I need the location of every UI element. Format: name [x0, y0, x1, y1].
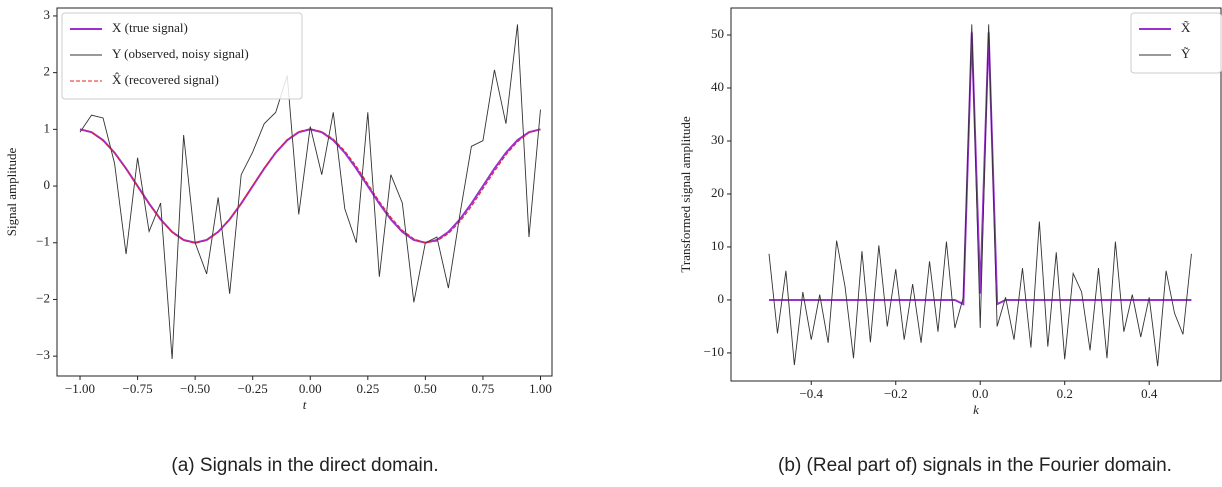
y-tick-label: 0: [44, 177, 51, 192]
legend-label: Ỹ: [1181, 46, 1191, 61]
y-tick-label: 1: [44, 120, 51, 135]
series-line: [79, 24, 541, 360]
x-axis-label: t: [303, 397, 307, 412]
x-tick-label: 0.75: [472, 381, 495, 396]
y-tick-label: −1: [36, 234, 50, 249]
x-tick-label: 1.00: [529, 381, 552, 396]
y-tick-label: 30: [711, 132, 724, 147]
x-tick-label: 0.50: [414, 381, 437, 396]
legend-label: X (true signal): [112, 20, 188, 35]
legend-box: [1130, 12, 1222, 74]
x-tick-label: 0.00: [299, 381, 322, 396]
x-axis-label: k: [973, 402, 979, 417]
x-tick-label: 0.4: [1141, 386, 1158, 401]
axes-frame: [56, 7, 553, 377]
y-tick-label: 3: [44, 7, 51, 22]
y-axis-label: Signal amplitude: [4, 148, 19, 237]
series-line: [79, 128, 541, 244]
axes-frame: [730, 7, 1222, 382]
x-tick-label: 0.0: [972, 386, 988, 401]
y-tick-label: −10: [704, 344, 724, 359]
legend-label: X̃: [1181, 20, 1191, 35]
y-tick-label: −3: [36, 347, 50, 362]
legend-label: Y (observed, noisy signal): [112, 46, 249, 61]
x-tick-label: −0.4: [799, 386, 823, 401]
y-tick-label: 50: [711, 26, 724, 41]
x-tick-label: −1.00: [65, 381, 95, 396]
legend-label: X̂ (recovered signal): [112, 72, 219, 87]
plot: −1.00 −0.75 −0.50 −0.25 0.00 0.25 0.50 0.75 1.00…: [4, 7, 553, 412]
x-tick-label: 0.2: [1057, 386, 1073, 401]
x-tick-label: −0.50: [180, 381, 210, 396]
series-line: [769, 32, 1192, 306]
y-tick-label: 10: [711, 238, 724, 253]
y-tick-label: 20: [711, 185, 724, 200]
y-tick-label: 2: [44, 64, 51, 79]
y-tick-label: 40: [711, 79, 724, 94]
x-tick-label: −0.75: [123, 381, 153, 396]
caption: (a) Signals in the direct domain.: [171, 455, 438, 476]
series-line: [768, 24, 1192, 367]
x-tick-label: −0.25: [238, 381, 268, 396]
plot: −0.4 −0.2 0.0 0.2 0.4 −10 0 10 20 30 40 50 k Transfor…: [678, 7, 1222, 417]
caption: (b) (Real part of) signals in the Fourie…: [778, 455, 1172, 476]
x-tick-label: −0.2: [884, 386, 908, 401]
x-tick-label: 0.25: [356, 381, 379, 396]
y-tick-label: −2: [36, 290, 50, 305]
legend-box: [61, 12, 303, 100]
y-tick-label: 0: [718, 291, 725, 306]
y-axis-label: Transformed signal amplitude: [678, 116, 693, 272]
